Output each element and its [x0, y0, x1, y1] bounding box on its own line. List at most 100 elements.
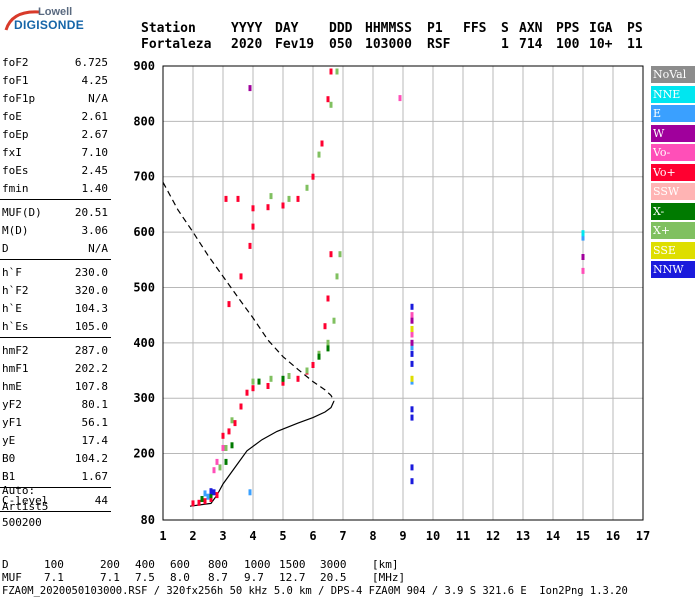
parameter-row: foEp 2.67 [2, 128, 108, 146]
echo-point [332, 317, 336, 324]
parameter-row: foEs 2.45 [2, 164, 108, 182]
legend-item: Vo+ [651, 163, 695, 181]
echo-point [410, 406, 414, 413]
header-label: DDD [329, 21, 353, 36]
echo-point [245, 389, 249, 396]
parameter-value: 2.67 [81, 128, 109, 141]
x-tick-label: 8 [369, 529, 376, 543]
parameter-row: h`Es 105.0 [2, 320, 108, 338]
footer-row-label: MUF [2, 571, 22, 584]
auto-scaling-info: Artist5 [2, 500, 49, 513]
legend-item: E [651, 105, 695, 122]
echo-point [215, 458, 219, 465]
header-value: 10+ [589, 37, 613, 52]
echo-point [317, 151, 321, 158]
y-tick-label: 80 [141, 513, 155, 527]
echo-point [581, 234, 585, 241]
plot-frame [162, 65, 644, 521]
footer-value: 600 [170, 558, 190, 571]
legend-item: X+ [651, 222, 695, 239]
echo-point [326, 96, 330, 103]
header-value: 2020 [231, 37, 263, 52]
parameter-value: 2.45 [81, 164, 109, 177]
echo-point [209, 488, 213, 495]
auto-scaling-info: 500200 [2, 516, 42, 529]
x-tick-label: 13 [516, 529, 530, 543]
footer-value: [km] [372, 558, 399, 571]
parameter-name: h`F2 [2, 284, 29, 297]
echo-point [287, 195, 291, 202]
parameter-row: MUF(D) 20.51 [2, 206, 108, 224]
y-tick-label: 600 [133, 225, 155, 239]
echo-point [410, 331, 414, 338]
echo-point [227, 428, 231, 435]
logo-line2: DIGISONDE [14, 18, 85, 32]
parameter-name: h`F [2, 266, 22, 279]
echo-point [410, 344, 414, 351]
echo-point [227, 301, 231, 308]
echo-point [410, 478, 414, 485]
footer-value: 7.1 [100, 571, 120, 584]
parameter-name: h`Es [2, 320, 29, 333]
parameter-row: foF1 4.25 [2, 74, 108, 92]
parameter-row: B0 104.2 [2, 452, 108, 470]
parameter-name: foF1p [2, 92, 36, 105]
echo-point [287, 373, 291, 379]
echo-point [269, 193, 273, 200]
parameter-value: 17.4 [81, 434, 109, 447]
echo-point [326, 295, 330, 302]
parameter-value: 104.2 [74, 452, 108, 465]
header-value: 103000 [365, 37, 412, 52]
parameter-value: N/A [88, 242, 108, 255]
auto-scaling-info: Auto: [2, 484, 36, 497]
legend-item: SSW [651, 183, 695, 200]
x-tick-label: 4 [249, 529, 256, 543]
parameter-name: MUF(D) [2, 206, 42, 219]
parameter-row: hmE 107.8 [2, 380, 108, 398]
footer-value: 8.0 [170, 571, 190, 584]
header-label: FFS [463, 21, 487, 36]
parameter-name: B0 [2, 452, 16, 465]
y-tick-label: 900 [133, 59, 155, 73]
echo-point [320, 140, 324, 147]
parameter-row: foE 2.61 [2, 110, 108, 128]
series-SSE [410, 326, 414, 382]
echo-point [239, 403, 243, 410]
parameter-row: h`F 230.0 [2, 266, 108, 284]
echo-point [581, 230, 585, 237]
echo-point [209, 492, 213, 499]
lowell-digisonde-logo [4, 6, 124, 46]
echo-point [410, 360, 414, 367]
parameter-value: 230.0 [74, 266, 108, 279]
parameter-name: D [2, 242, 9, 255]
echo-point [215, 492, 219, 499]
parameter-divider [0, 199, 111, 200]
echo-point [398, 95, 402, 102]
echo-point [296, 195, 300, 202]
y-tick-label: 800 [133, 114, 155, 128]
footer-value: [MHz] [372, 571, 406, 584]
header-label: PPS [556, 21, 580, 36]
x-tick-label: 14 [546, 529, 560, 543]
header-value: 1 [501, 37, 509, 52]
header-label: YYYY [231, 21, 263, 36]
echo-point [311, 362, 315, 368]
x-tick-label: 7 [339, 529, 346, 543]
x-tick-label: 9 [399, 529, 406, 543]
header-label: HHMMSS [365, 21, 412, 36]
parameter-row: fxI 7.10 [2, 146, 108, 164]
parameter-name: yF2 [2, 398, 22, 411]
parameter-name: yE [2, 434, 16, 447]
footer-value: 9.7 [244, 571, 264, 584]
echo-point [266, 383, 270, 389]
footer-value: 3000 [320, 558, 347, 571]
x-tick-label: 15 [576, 529, 590, 543]
footer-value: 12.7 [279, 571, 306, 584]
echo-point [410, 303, 414, 310]
legend-item: SSE [651, 241, 695, 259]
parameter-value: 7.10 [81, 146, 109, 159]
series-W [248, 85, 585, 346]
x-tick-label: 6 [309, 529, 316, 543]
echo-point [197, 499, 201, 506]
parameter-row: h`F2 320.0 [2, 284, 108, 302]
